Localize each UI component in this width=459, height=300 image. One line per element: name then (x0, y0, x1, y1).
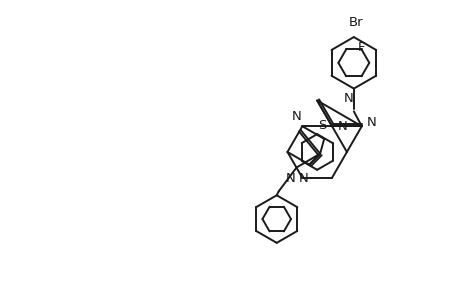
Text: N: N (337, 120, 347, 133)
Text: N: N (298, 172, 308, 184)
Text: Br: Br (348, 16, 362, 29)
Text: N: N (366, 116, 375, 129)
Text: F: F (357, 41, 364, 55)
Text: S: S (317, 119, 326, 132)
Text: N: N (285, 172, 295, 185)
Text: N: N (291, 110, 301, 123)
Text: N: N (343, 92, 353, 105)
